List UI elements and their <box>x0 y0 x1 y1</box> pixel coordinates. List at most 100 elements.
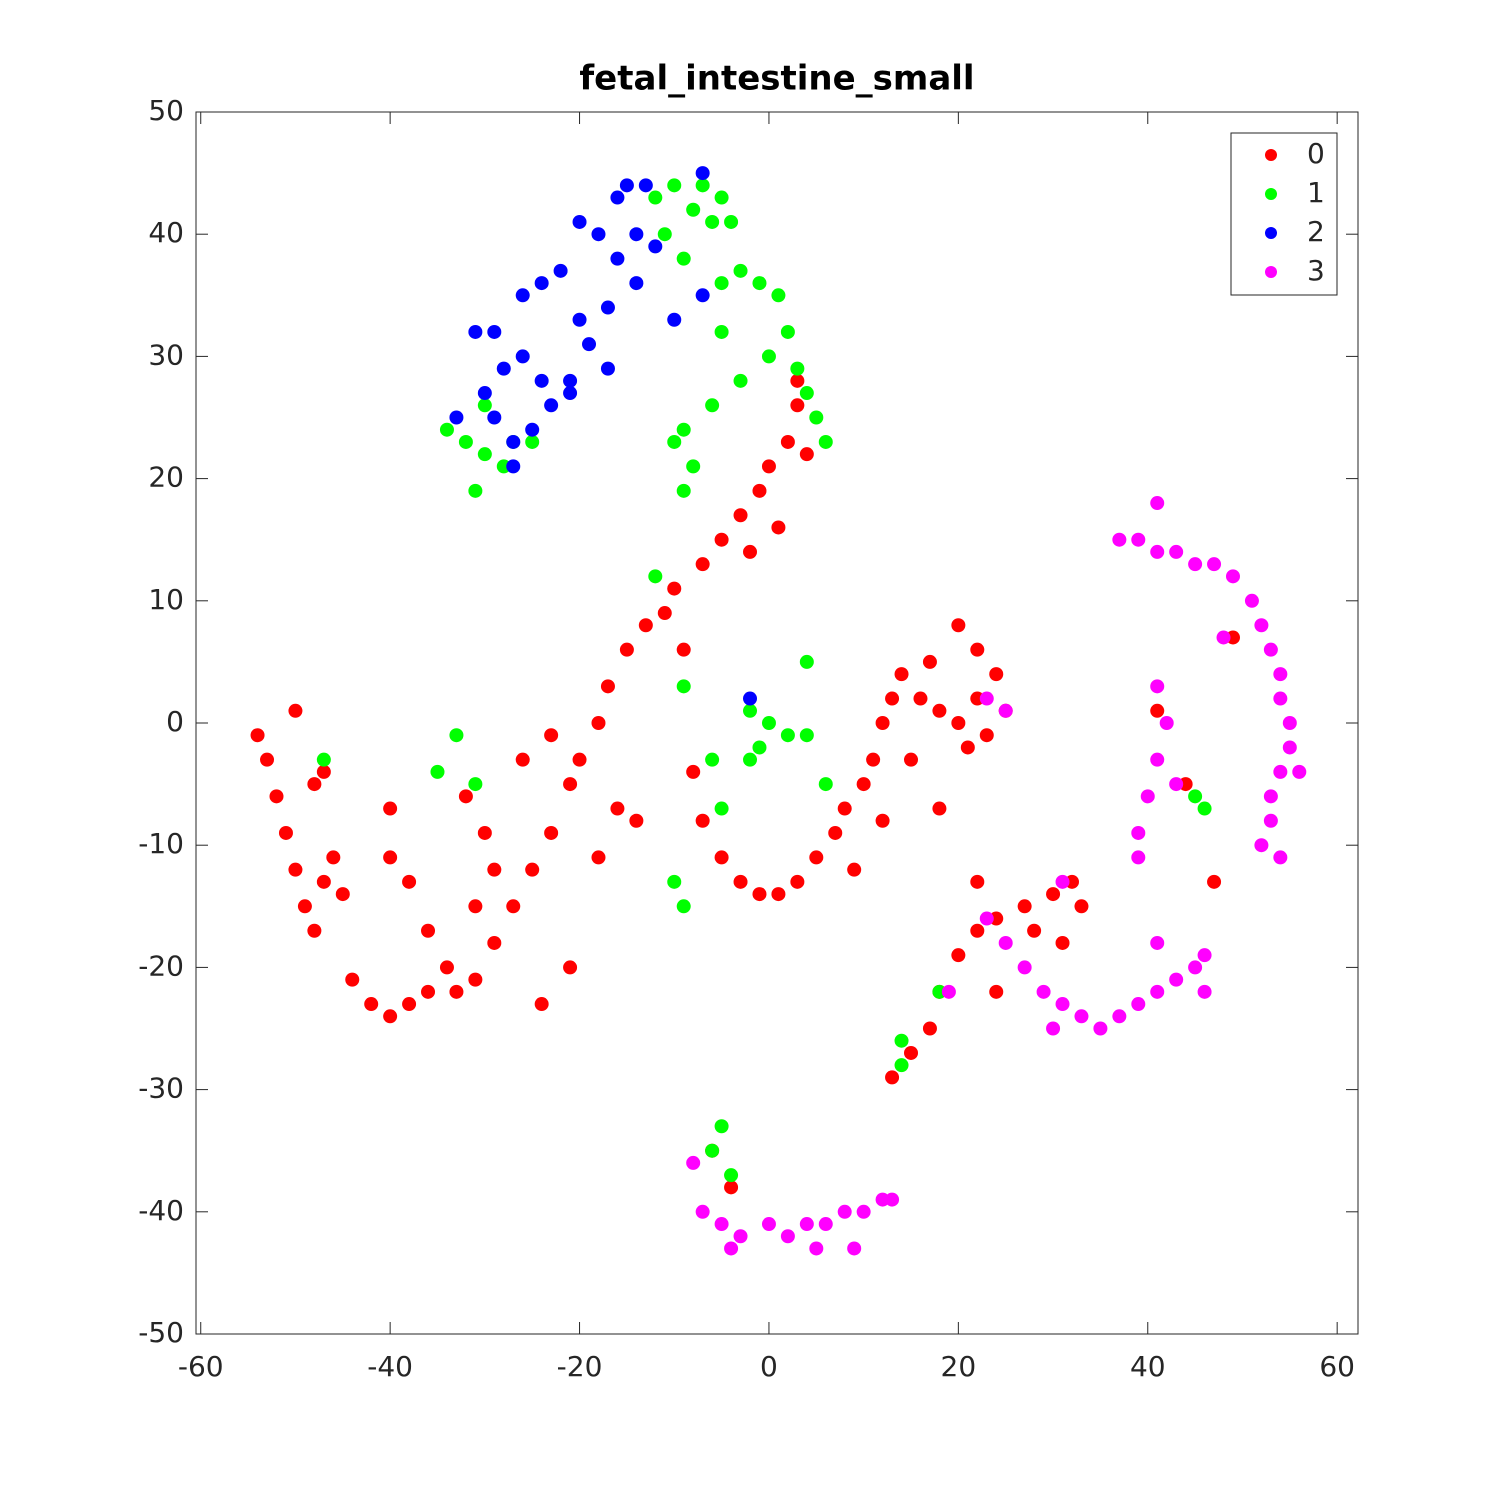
y-tick-label: -40 <box>138 1194 184 1227</box>
point <box>667 312 682 327</box>
point <box>856 1204 871 1219</box>
point <box>383 850 398 865</box>
point <box>932 801 947 816</box>
point <box>487 862 502 877</box>
point <box>960 740 975 755</box>
point <box>1169 972 1184 987</box>
point <box>970 642 985 657</box>
point <box>875 813 890 828</box>
point <box>695 813 710 828</box>
point <box>714 324 729 339</box>
point <box>563 386 578 401</box>
point <box>383 801 398 816</box>
point <box>591 716 606 730</box>
point <box>1112 1009 1127 1024</box>
point <box>1074 899 1089 914</box>
point <box>743 703 758 718</box>
point <box>1188 960 1203 975</box>
point <box>1074 1009 1089 1024</box>
point <box>260 752 275 767</box>
legend-marker <box>1265 149 1277 161</box>
point <box>705 752 720 767</box>
point <box>458 434 473 449</box>
y-tick-label: 10 <box>148 583 184 616</box>
point <box>837 1204 852 1219</box>
point <box>610 251 625 266</box>
legend: 0 1 2 3 <box>1230 132 1338 296</box>
point <box>743 544 758 559</box>
point <box>591 850 606 865</box>
point <box>951 618 966 633</box>
point <box>629 276 644 291</box>
point <box>1046 887 1061 902</box>
chart-title: fetal_intestine_small <box>579 59 974 99</box>
point <box>307 923 322 938</box>
point <box>515 752 530 767</box>
point <box>421 984 436 999</box>
point <box>297 899 312 914</box>
point <box>686 764 701 779</box>
point <box>724 214 739 229</box>
point <box>1131 532 1146 547</box>
y-tick-label: -50 <box>138 1316 184 1349</box>
point <box>572 752 587 767</box>
point <box>667 874 682 889</box>
y-tick-label: -20 <box>138 949 184 982</box>
point <box>439 422 454 437</box>
point <box>610 801 625 816</box>
point <box>600 679 615 694</box>
point <box>439 960 454 975</box>
point <box>799 654 814 669</box>
point <box>1140 789 1155 804</box>
point <box>875 716 890 730</box>
point <box>487 324 502 339</box>
point <box>695 166 710 181</box>
point <box>866 752 881 767</box>
point <box>383 1009 398 1024</box>
point <box>714 1119 729 1134</box>
point <box>695 557 710 572</box>
point <box>818 434 833 449</box>
point <box>449 728 464 743</box>
point <box>695 1204 710 1219</box>
point <box>752 276 767 291</box>
point <box>761 1217 776 1232</box>
point <box>951 716 966 730</box>
point <box>316 764 331 779</box>
point <box>1263 813 1278 828</box>
point <box>1188 789 1203 804</box>
point <box>1292 764 1307 779</box>
point <box>733 508 748 523</box>
point <box>288 862 303 877</box>
point <box>600 361 615 376</box>
point <box>1263 642 1278 657</box>
point <box>468 324 483 339</box>
point <box>686 1155 701 1170</box>
point <box>989 984 1004 999</box>
point <box>1282 716 1297 730</box>
point <box>1150 703 1165 718</box>
point <box>837 801 852 816</box>
point <box>534 373 549 388</box>
point <box>449 410 464 425</box>
point <box>1273 667 1288 682</box>
point <box>809 410 824 425</box>
point <box>591 227 606 242</box>
point <box>648 569 663 584</box>
point <box>619 642 634 657</box>
point <box>1273 691 1288 706</box>
point <box>1244 593 1259 608</box>
point <box>970 874 985 889</box>
point <box>828 825 843 840</box>
point <box>402 874 417 889</box>
point <box>657 227 672 242</box>
point <box>487 410 502 425</box>
point <box>941 984 956 999</box>
point <box>761 716 776 730</box>
y-tick-label: 0 <box>166 705 184 738</box>
point <box>1093 1021 1108 1036</box>
point <box>1197 801 1212 816</box>
point <box>856 777 871 792</box>
point <box>667 434 682 449</box>
